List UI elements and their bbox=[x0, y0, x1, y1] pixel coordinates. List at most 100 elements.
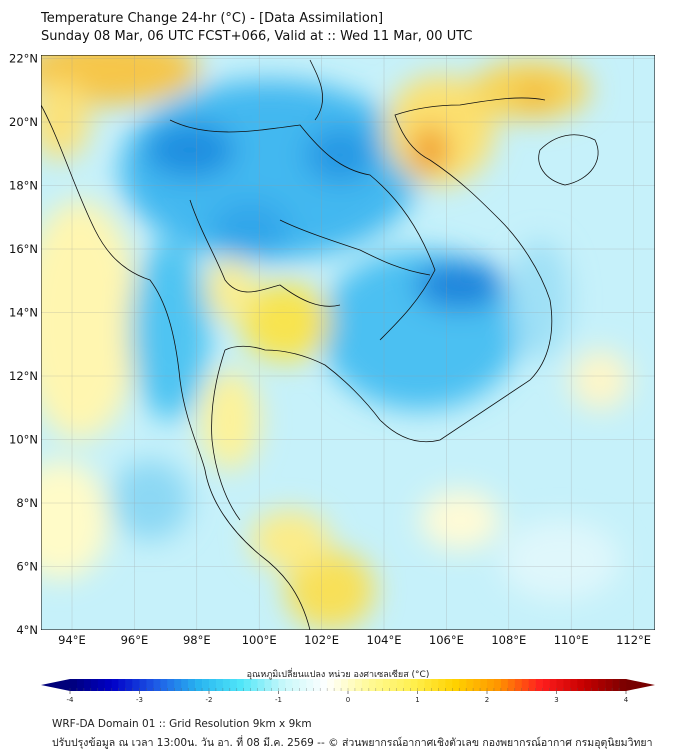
colorbar-segment bbox=[320, 679, 328, 691]
colorbar-segment bbox=[417, 679, 425, 691]
latitude-label: 22°N bbox=[9, 52, 38, 66]
colorbar-segment bbox=[76, 679, 85, 691]
colorbar-segment bbox=[146, 679, 154, 691]
colorbar-segment bbox=[215, 679, 224, 691]
map-field bbox=[41, 55, 655, 630]
latitude-label: 12°N bbox=[9, 369, 38, 383]
colorbar-segment bbox=[174, 679, 182, 691]
longitude-label: 94°E bbox=[58, 633, 86, 647]
colorbar-segment bbox=[188, 679, 196, 691]
latitude-labels: 22°N 20°N 18°N 16°N 14°N 12°N 10°N 8°N 6°N 4°N bbox=[9, 52, 38, 638]
colorbar-segment bbox=[431, 679, 439, 691]
colorbar-segment bbox=[167, 679, 175, 691]
colorbar-segment bbox=[250, 679, 258, 691]
footer-model-info: WRF-DA Domain 01 :: Grid Resolution 9km … bbox=[52, 718, 312, 730]
colorbar-segment bbox=[354, 679, 363, 691]
colorbar-segment bbox=[285, 679, 293, 691]
colorbar-segment bbox=[403, 679, 411, 691]
colorbar-segment bbox=[507, 679, 516, 691]
colorbar-segment bbox=[612, 679, 620, 691]
colorbar-segment bbox=[473, 679, 481, 691]
colorbar-segment bbox=[584, 679, 592, 691]
colorbar-segment bbox=[292, 679, 300, 691]
colorbar-segment bbox=[480, 679, 488, 691]
colorbar-segment bbox=[160, 679, 168, 691]
latitude-label: 20°N bbox=[9, 115, 38, 129]
longitude-label: 104°E bbox=[367, 633, 402, 647]
longitude-label: 102°E bbox=[304, 633, 339, 647]
latitude-label: 6°N bbox=[16, 560, 38, 574]
colorbar-segment bbox=[424, 679, 432, 691]
colorbar-segment bbox=[83, 679, 92, 691]
latitude-label: 16°N bbox=[9, 242, 38, 256]
colorbar-segment bbox=[153, 679, 161, 691]
colorbar-segment bbox=[334, 679, 342, 691]
colorbar-segment bbox=[493, 679, 502, 691]
colorbar-segment bbox=[549, 679, 557, 691]
latitude-label: 10°N bbox=[9, 433, 38, 447]
longitude-label: 98°E bbox=[183, 633, 211, 647]
colorbar-segment bbox=[236, 679, 245, 691]
colorbar-segment bbox=[535, 679, 543, 691]
colorbar-tick-label: 1 bbox=[415, 696, 419, 704]
colorbar-segment bbox=[202, 679, 210, 691]
colorbar-segment bbox=[341, 679, 349, 691]
colorbar-segment bbox=[299, 679, 307, 691]
colorbar-segment bbox=[466, 679, 474, 691]
colorbar-segment bbox=[410, 679, 418, 691]
colorbar-segment bbox=[313, 679, 321, 691]
colorbar-tick-label: 3 bbox=[554, 696, 558, 704]
colorbar-segment bbox=[514, 679, 523, 691]
colorbar-segment bbox=[361, 679, 370, 691]
longitude-label: 110°E bbox=[554, 633, 589, 647]
colorbar-segment bbox=[139, 679, 147, 691]
colorbar-segment bbox=[445, 679, 453, 691]
colorbar-segment bbox=[209, 679, 217, 691]
longitude-label: 112°E bbox=[616, 633, 651, 647]
colorbar-segment bbox=[563, 679, 571, 691]
colorbar-segment bbox=[125, 679, 133, 691]
colorbar-segment bbox=[243, 679, 251, 691]
colorbar-tick-label: -1 bbox=[275, 696, 282, 704]
latitude-label: 4°N bbox=[16, 623, 38, 637]
colorbar-segment bbox=[375, 679, 384, 691]
colorbar-segment bbox=[542, 679, 550, 691]
chart-subtitle: Sunday 08 Mar, 06 UTC FCST+066, Valid at… bbox=[41, 29, 473, 44]
colorbar-segment bbox=[97, 679, 106, 691]
latitude-label: 18°N bbox=[9, 179, 38, 193]
colorbar-tick-label: -2 bbox=[206, 696, 213, 704]
colorbar-segment bbox=[90, 679, 99, 691]
colorbar-segment bbox=[500, 679, 509, 691]
colorbar-min-extension bbox=[41, 679, 70, 691]
colorbar-segment bbox=[132, 679, 140, 691]
colorbar-segment bbox=[591, 679, 599, 691]
colorbar-segment bbox=[389, 679, 397, 691]
colorbar-label: อุณหภูมิเปลี่ยนแปลง หน่วย องศาเซลเซียส (… bbox=[246, 670, 430, 680]
colorbar-segment bbox=[438, 679, 446, 691]
colorbar-tick-label: 0 bbox=[346, 696, 350, 704]
graticule bbox=[41, 55, 655, 630]
colorbar-tick-label: -3 bbox=[136, 696, 143, 704]
colorbar-segment bbox=[382, 679, 390, 691]
footer-update-info: ปรับปรุงข้อมูล ณ เวลา 13:00น. วัน อา. ที… bbox=[52, 737, 653, 749]
colorbar-segment bbox=[570, 679, 578, 691]
longitude-label: 100°E bbox=[242, 633, 277, 647]
colorbar-segment bbox=[195, 679, 203, 691]
colorbar-segment bbox=[278, 679, 286, 691]
colorbar-segment bbox=[327, 679, 335, 691]
colorbar-segment bbox=[368, 679, 377, 691]
longitude-label: 108°E bbox=[491, 633, 526, 647]
colorbar-segment bbox=[556, 679, 564, 691]
colorbar-segment bbox=[577, 679, 585, 691]
chart-title: Temperature Change 24-hr (°C) - [Data As… bbox=[41, 11, 384, 26]
colorbar-segment bbox=[257, 679, 265, 691]
colorbar-segment bbox=[306, 679, 314, 691]
colorbar-segment bbox=[118, 679, 126, 691]
colorbar-segment bbox=[528, 679, 536, 691]
colorbar-segment bbox=[104, 679, 112, 691]
colorbar-segment bbox=[452, 679, 460, 691]
colorbar-segment bbox=[459, 679, 467, 691]
colorbar-tick-label: 2 bbox=[485, 696, 489, 704]
colorbar-segment bbox=[521, 679, 529, 691]
